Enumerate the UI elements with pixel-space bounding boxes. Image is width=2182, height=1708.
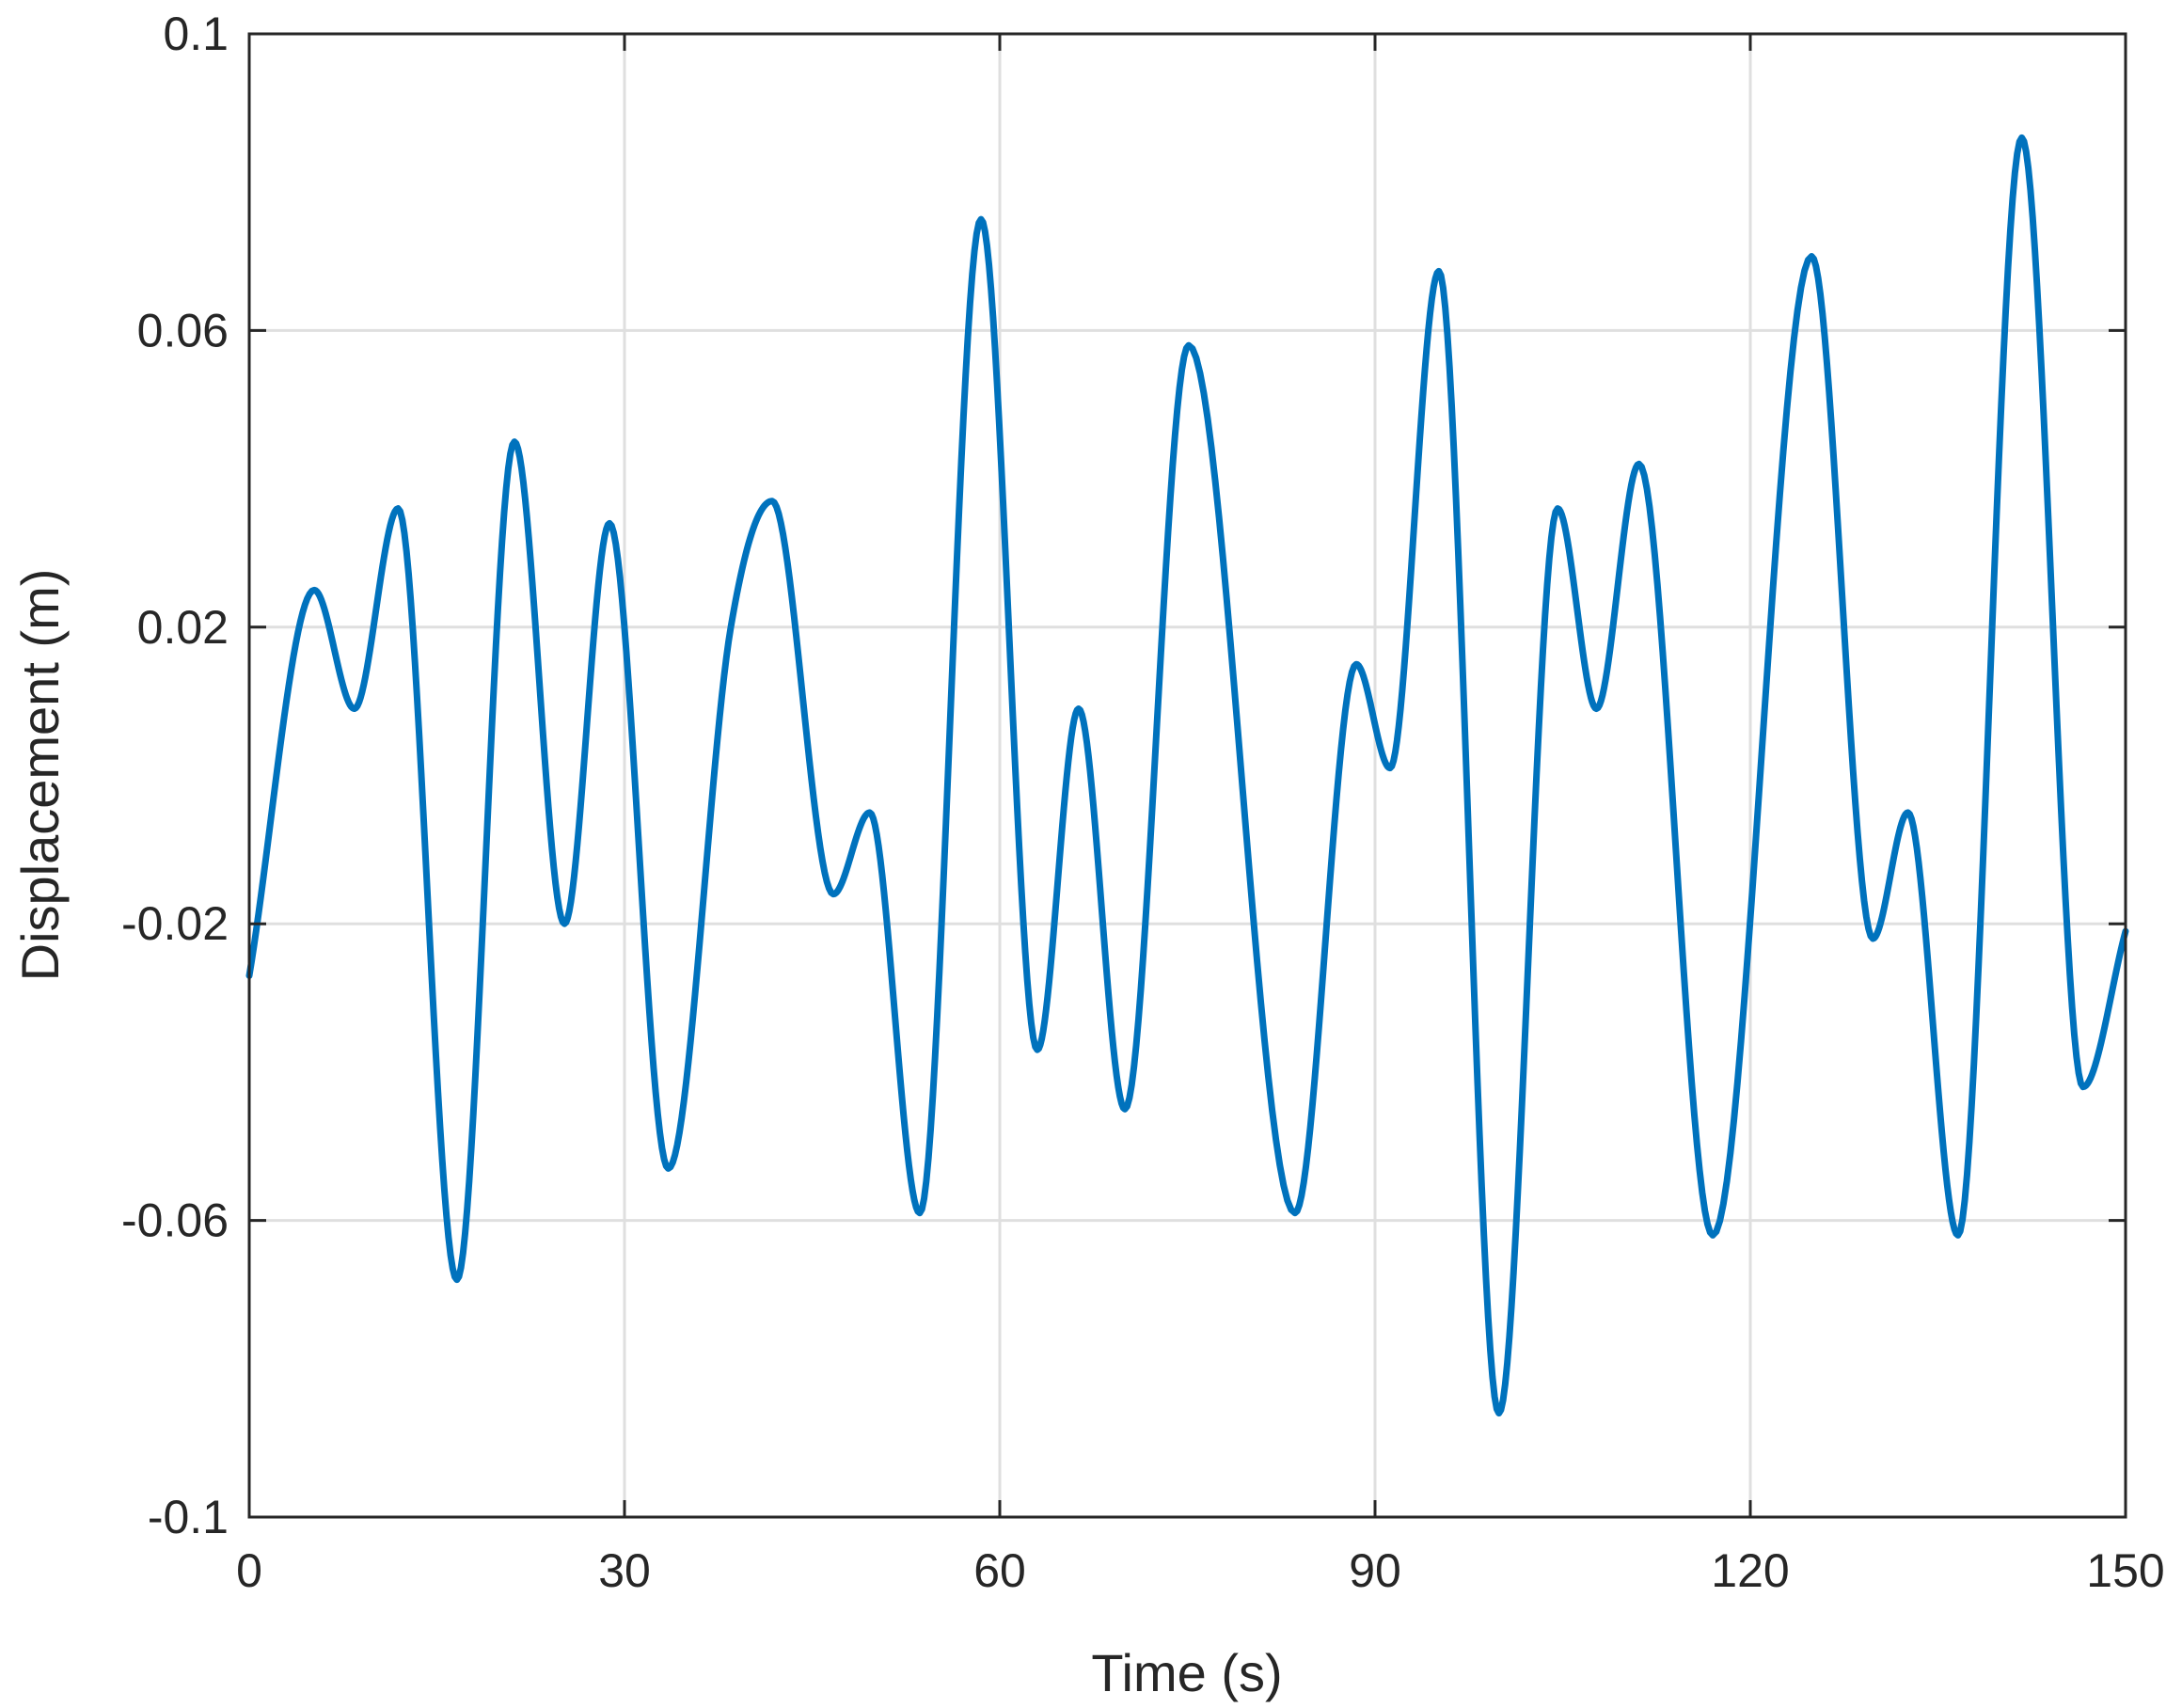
x-tick-label: 60	[973, 1544, 1026, 1597]
grid	[249, 34, 2126, 1517]
series-line	[245, 134, 2129, 1417]
x-tick-label: 90	[1349, 1544, 1401, 1597]
axes-frame	[247, 32, 2127, 1519]
x-tick-label: 0	[236, 1544, 262, 1597]
y-tick-label: -0.1	[148, 1491, 229, 1543]
x-axis-label: Time (s)	[1091, 1643, 1282, 1702]
x-tick-labels: 0 30 60 90 120 150	[236, 1544, 2165, 1597]
x-tick-label: 150	[2086, 1544, 2164, 1597]
x-tick-label: 120	[1711, 1544, 1789, 1597]
y-tick-label: 0.1	[163, 8, 229, 60]
plot-area	[249, 34, 2126, 1517]
y-tick-labels: -0.1 -0.06 -0.02 0.02 0.06 0.1	[121, 8, 229, 1543]
y-tick-label: 0.02	[137, 601, 229, 654]
x-tick-label: 30	[598, 1544, 651, 1597]
y-tick-label: -0.02	[121, 897, 229, 950]
y-axis-label: Displacement (m)	[10, 569, 70, 982]
y-tick-label: -0.06	[121, 1194, 229, 1247]
y-tick-label: 0.06	[137, 304, 229, 356]
tick-marks	[247, 32, 2127, 1519]
series-layer	[245, 134, 2129, 1417]
